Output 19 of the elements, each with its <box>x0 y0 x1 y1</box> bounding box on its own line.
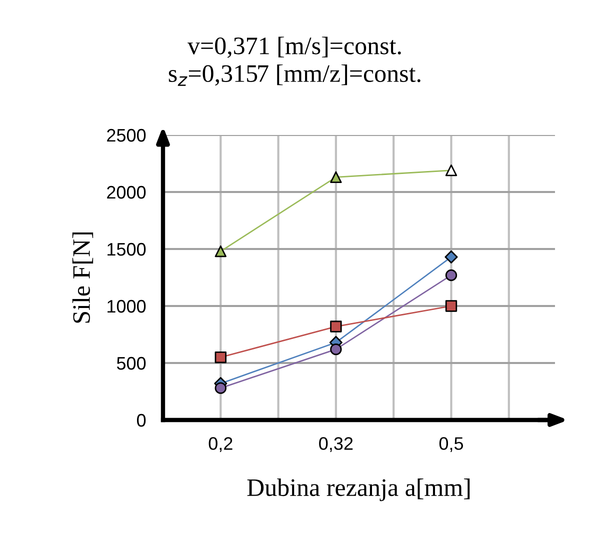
point <box>330 320 342 332</box>
y-tick-label: 500 <box>116 356 146 370</box>
x-tick-label: 0,5 <box>439 437 464 452</box>
point <box>444 250 458 264</box>
x-tick-label: 0,2 <box>208 437 232 452</box>
y-tick-label: 2000 <box>107 186 146 199</box>
chart-title: v=0,371 [m/s]=const. s$_{z}$=0,3157 [mm/z]=const. <box>168 36 420 86</box>
y-axis-title: Sile F[N] <box>72 232 94 323</box>
point <box>445 164 458 176</box>
point <box>330 171 342 184</box>
x-tick-label: 0,32 <box>319 437 353 452</box>
x-axis-title: Dubina rezanja a[mm] <box>247 478 470 502</box>
point <box>214 351 226 364</box>
y-tick-label: 1500 <box>108 242 146 256</box>
y-tick-label: 2500 <box>107 128 146 142</box>
y-tick-label: 1000 <box>108 300 146 313</box>
point <box>445 300 458 312</box>
y-tick-label: 0 <box>137 414 146 427</box>
point <box>214 245 226 258</box>
